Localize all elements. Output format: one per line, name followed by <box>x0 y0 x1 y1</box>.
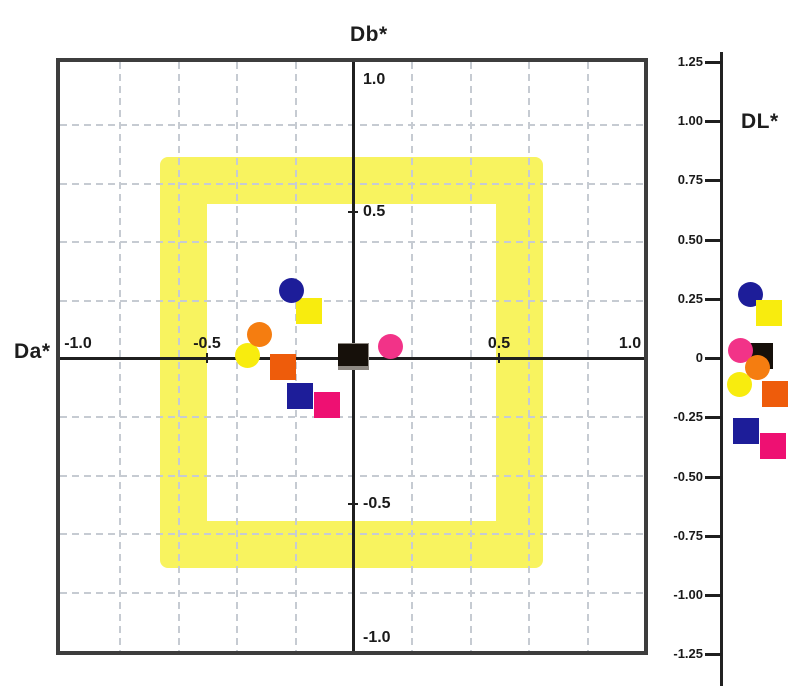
da-axis-title: Da* <box>14 340 51 363</box>
dl-tick-label: 0.25 <box>677 291 703 306</box>
marker-yellow-square <box>756 299 782 326</box>
main-plot-frame <box>56 58 648 655</box>
y-tick-label: 0.5 <box>363 203 386 220</box>
marker-yellow-circle <box>726 371 752 397</box>
dl-tick-label: -1.25 <box>673 646 703 661</box>
marker-orange-square <box>762 380 788 407</box>
dl-axis-tick <box>705 357 722 360</box>
x-tick-label: 0.5 <box>487 335 511 352</box>
y-tick-label: 1.0 <box>363 71 386 88</box>
y-tick-label: -1.0 <box>363 629 391 646</box>
dl-axis-tick <box>705 239 722 242</box>
marker-pink-circle <box>378 333 404 359</box>
x-axis-tick <box>498 353 500 363</box>
dl-axis-tick <box>705 594 722 597</box>
marker-pink-square <box>760 432 786 459</box>
dl-axis-line <box>720 52 723 686</box>
dl-axis-title: DL* <box>741 110 779 133</box>
dl-tick-label: 0.75 <box>677 172 703 187</box>
marker-navy-square <box>287 382 314 409</box>
marker-black-square-standard <box>338 344 368 367</box>
x-tick-label: -1.0 <box>64 335 92 352</box>
marker-pink-square <box>313 391 340 418</box>
gridline-vertical <box>119 62 121 651</box>
y-axis-tick <box>348 211 358 213</box>
dl-axis-tick <box>705 535 722 538</box>
dl-axis-tick <box>705 120 722 123</box>
y-axis-tick <box>348 503 358 505</box>
dl-tick-label: 1.00 <box>677 113 703 128</box>
gridline-vertical <box>295 62 297 651</box>
marker-yellow-square <box>296 298 323 325</box>
gridline-vertical <box>470 62 472 651</box>
dl-tick-label: 1.25 <box>677 54 703 69</box>
gridline-vertical <box>178 62 180 651</box>
x-tick-label: 1.0 <box>618 335 642 352</box>
marker-orange-square <box>269 353 296 380</box>
gridline-vertical <box>587 62 589 651</box>
marker-navy-circle <box>279 278 305 304</box>
dl-axis-tick <box>705 476 722 479</box>
x-axis-tick <box>206 353 208 363</box>
dl-axis-tick <box>705 653 722 656</box>
dl-axis-tick <box>705 179 722 182</box>
tolerance-band <box>160 156 543 569</box>
dl-tick-label: -1.00 <box>673 587 703 602</box>
gridline-vertical <box>528 62 530 651</box>
dl-axis-tick <box>705 61 722 64</box>
y-tick-label: -0.5 <box>363 495 391 512</box>
dl-tick-label: 0.50 <box>677 232 703 247</box>
dl-axis-tick <box>705 416 722 419</box>
marker-navy-square <box>733 418 759 445</box>
dl-tick-label: -0.50 <box>673 469 703 484</box>
gridline-vertical <box>411 62 413 651</box>
dl-axis-tick <box>705 298 722 301</box>
dl-tick-label: -0.25 <box>673 409 703 424</box>
x-tick-label: -0.5 <box>193 335 221 352</box>
dl-tick-label: -0.75 <box>673 528 703 543</box>
db-axis-title: Db* <box>350 23 388 46</box>
dl-tick-label: 0 <box>695 350 703 365</box>
marker-orange-circle <box>247 322 273 348</box>
